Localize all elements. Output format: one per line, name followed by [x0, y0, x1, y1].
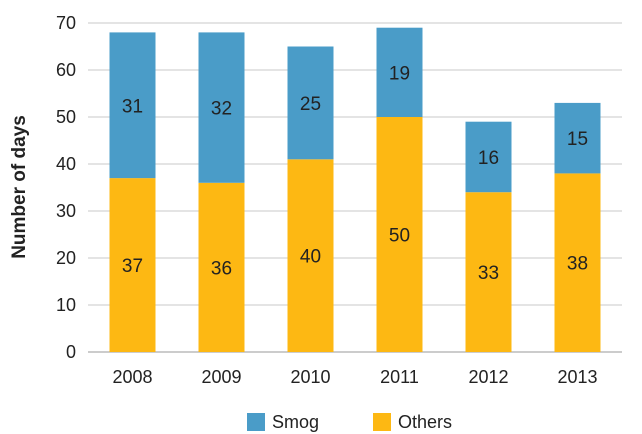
data-label-others-2008: 37 [122, 256, 143, 277]
y-tick-label: 70 [56, 13, 76, 33]
x-tick-label: 2009 [201, 367, 241, 387]
y-tick-label: 0 [66, 342, 76, 362]
legend-swatch-others [373, 413, 391, 431]
data-label-others-2010: 40 [300, 247, 321, 268]
bar-others-2011 [376, 117, 423, 352]
bar-smog-2008 [109, 32, 156, 179]
bar-smog-2010 [287, 46, 334, 160]
legend-label-others: Others [398, 412, 452, 432]
y-tick-label: 10 [56, 295, 76, 315]
bar-others-2009 [198, 182, 245, 352]
data-label-smog-2008: 31 [122, 96, 143, 117]
y-tick-labels: 0 10 20 30 40 50 60 70 [56, 13, 76, 362]
y-tick-label: 30 [56, 201, 76, 221]
bar-others-2010 [287, 159, 334, 352]
x-tick-label: 2012 [468, 367, 508, 387]
bar-smog-2011 [376, 27, 423, 118]
x-tick-labels: 2008 2009 2010 2011 2012 2013 [112, 367, 597, 387]
data-label-smog-2011: 19 [389, 63, 410, 84]
data-label-others-2013: 38 [567, 254, 588, 275]
y-tick-label: 20 [56, 248, 76, 268]
data-label-others-2011: 50 [389, 226, 410, 247]
y-axis-title: Number of days [9, 115, 30, 259]
x-tick-label: 2013 [557, 367, 597, 387]
bar-smog-2012 [465, 121, 512, 193]
x-tick-label: 2011 [380, 367, 419, 387]
bar-others-2008 [109, 178, 156, 352]
y-tick-label: 40 [56, 154, 76, 174]
data-label-others-2009: 36 [211, 258, 232, 279]
bar-others-2013 [554, 173, 601, 352]
data-label-others-2012: 33 [478, 263, 499, 284]
x-tick-label: 2008 [112, 367, 152, 387]
data-label-smog-2012: 16 [478, 148, 499, 169]
data-label-smog-2013: 15 [567, 129, 588, 150]
gridlines [88, 22, 622, 353]
data-label-smog-2009: 32 [211, 99, 232, 120]
bar-smog-2009 [198, 32, 245, 183]
legend-label-smog: Smog [272, 412, 319, 432]
legend: Smog Others [247, 412, 452, 432]
y-tick-label: 50 [56, 107, 76, 127]
data-label-smog-2010: 25 [300, 94, 321, 115]
bar-smog-2013 [554, 102, 601, 174]
bar-others-2012 [465, 192, 512, 352]
bars: 37 31 36 32 40 25 50 19 33 16 38 15 [109, 27, 601, 352]
legend-swatch-smog [247, 413, 265, 431]
y-tick-label: 60 [56, 60, 76, 80]
x-tick-label: 2010 [290, 367, 330, 387]
